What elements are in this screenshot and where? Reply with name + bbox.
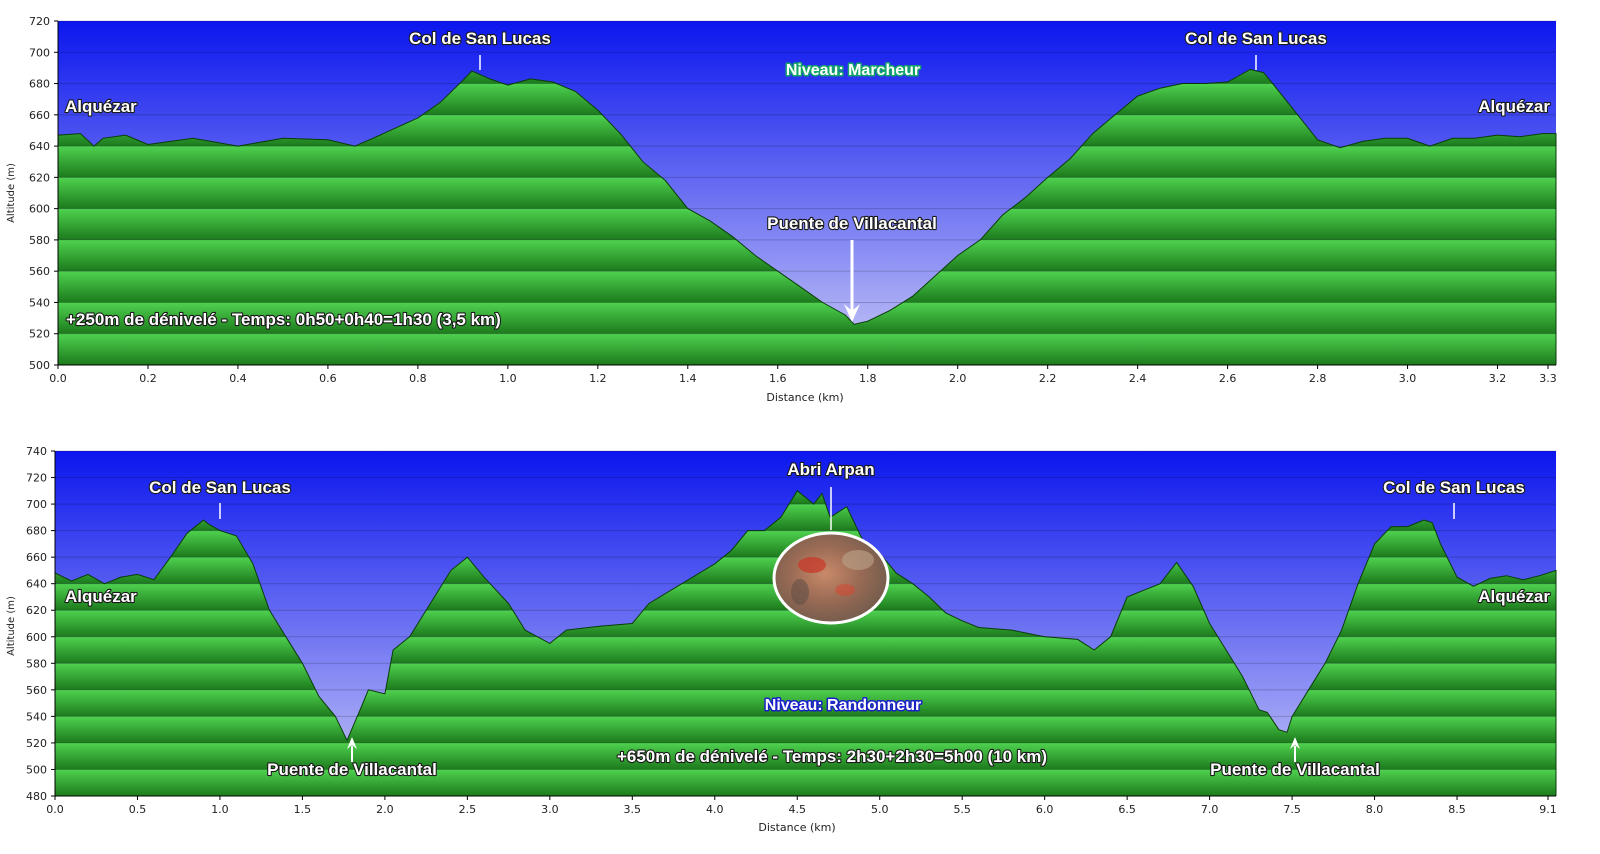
y-tick-label: 500: [26, 763, 47, 776]
terrain-band: [55, 716, 1556, 743]
y-tick-label: 540: [26, 710, 47, 723]
terrain-band: [55, 663, 1556, 690]
x-tick-label: 2.4: [1129, 372, 1147, 385]
x-tick-label: 7.5: [1283, 803, 1301, 816]
annotation-label: +650m de dénivelé - Temps: 2h30+2h30=5h0…: [617, 747, 1047, 766]
annotation-label: Puente de Villacantal: [267, 760, 437, 779]
terrain-band: [55, 769, 1556, 796]
x-tick-label: 9.1: [1539, 803, 1557, 816]
x-tick-label: 5.5: [953, 803, 971, 816]
x-tick-label: 2.6: [1219, 372, 1237, 385]
annotation-label: +250m de dénivelé - Temps: 0h50+0h40=1h3…: [66, 310, 501, 329]
annotation-label: Abri Arpan: [787, 460, 874, 479]
chart-bottom: 480 500 520 540 560 580 600 620 640 660 680 700 720 7…: [6, 445, 1557, 834]
y-tick-label: 600: [29, 203, 50, 216]
y-tick-label: 720: [26, 472, 47, 485]
y-tick-label: 520: [29, 328, 50, 341]
x-tick-label: 0.0: [49, 372, 67, 385]
x-tick-label: 0.0: [46, 803, 64, 816]
y-tick-label: 480: [26, 790, 47, 803]
x-tick-label: 3.2: [1489, 372, 1507, 385]
x-tick-label: 2.0: [376, 803, 394, 816]
annotation-label: Alquézar: [1478, 97, 1550, 116]
x-axis-label: Distance (km): [758, 821, 835, 834]
annotation-label: Col de San Lucas: [149, 478, 291, 497]
profile-line: [54, 490, 1557, 796]
y-tick-label: 500: [29, 359, 50, 372]
annotation-label: Alquézar: [65, 587, 137, 606]
terrain-band: [58, 302, 1556, 334]
annotation-label: Niveau: Marcheur: [786, 62, 920, 79]
y-tick-label: 660: [29, 109, 50, 122]
profile-line: [57, 68, 1557, 365]
x-tick-label: 0.2: [139, 372, 157, 385]
y-tick-label: 620: [26, 604, 47, 617]
y-tick-label: 560: [29, 265, 50, 278]
annotation-label: Col de San Lucas: [1185, 29, 1327, 48]
annotation-label: Puente de Villacantal: [1210, 760, 1380, 779]
x-tick-label: 7.0: [1201, 803, 1219, 816]
annotation-arrowhead: [347, 737, 357, 749]
x-tick-label: 8.0: [1366, 803, 1384, 816]
abri-arpan-photo: [772, 531, 890, 625]
x-tick-label: 3.5: [624, 803, 642, 816]
x-tick-label: 1.6: [769, 372, 787, 385]
terrain-band: [58, 333, 1556, 365]
y-tick-label: 640: [26, 578, 47, 591]
x-tick-label: 0.8: [409, 372, 427, 385]
annotation-label: Col de San Lucas: [409, 29, 551, 48]
annotation-label: Puente de Villacantal: [767, 214, 937, 233]
y-axis-label: Altitude (m): [6, 163, 17, 223]
x-tick-label: 1.5: [294, 803, 312, 816]
y-tick-label: 680: [29, 78, 50, 91]
x-tick-label: 3.0: [1399, 372, 1417, 385]
x-tick-label: 4.0: [706, 803, 724, 816]
x-tick-label: 3.0: [541, 803, 559, 816]
x-tick-label: 0.6: [319, 372, 337, 385]
x-tick-label: 6.5: [1118, 803, 1136, 816]
x-tick-label: 3.3: [1539, 372, 1557, 385]
x-tick-label: 6.0: [1036, 803, 1054, 816]
y-tick-label: 700: [29, 46, 50, 59]
annotation-label: Col de San Lucas: [1383, 478, 1525, 497]
annotation-arrowhead: [1290, 737, 1300, 749]
y-tick-label: 520: [26, 737, 47, 750]
x-tick-label: 0.4: [229, 372, 247, 385]
annotation-arrowhead: [844, 304, 860, 322]
chart-top: 500 520 540 560 580 600 620 640 660 680 700 720 0.0…: [6, 15, 1557, 404]
x-tick-label: 1.0: [499, 372, 517, 385]
y-axis-label: Altitude (m): [6, 596, 17, 656]
x-tick-label: 2.2: [1039, 372, 1057, 385]
annotation-label: Niveau: Randonneur: [765, 697, 921, 714]
x-tick-label: 1.4: [679, 372, 697, 385]
x-tick-label: 0.5: [129, 803, 147, 816]
y-tick-label: 680: [26, 525, 47, 538]
x-tick-label: 5.0: [871, 803, 889, 816]
x-tick-label: 2.5: [459, 803, 477, 816]
y-tick-label: 740: [26, 445, 47, 458]
y-tick-label: 560: [26, 684, 47, 697]
x-tick-label: 2.0: [949, 372, 967, 385]
y-tick-label: 540: [29, 296, 50, 309]
y-tick-label: 580: [26, 657, 47, 670]
x-tick-label: 1.8: [859, 372, 877, 385]
y-tick-label: 640: [29, 140, 50, 153]
x-axis-label: Distance (km): [766, 391, 843, 404]
x-tick-label: 1.0: [211, 803, 229, 816]
x-tick-label: 4.5: [789, 803, 807, 816]
annotation-label: Alquézar: [1478, 587, 1550, 606]
y-tick-label: 660: [26, 551, 47, 564]
x-tick-label: 8.5: [1448, 803, 1466, 816]
terrain-band: [55, 742, 1556, 770]
y-tick-label: 700: [26, 498, 47, 511]
x-tick-label: 2.8: [1309, 372, 1327, 385]
x-tick-label: 1.2: [589, 372, 607, 385]
y-tick-label: 720: [29, 15, 50, 28]
y-tick-label: 620: [29, 171, 50, 184]
y-tick-label: 580: [29, 234, 50, 247]
y-tick-label: 600: [26, 631, 47, 644]
annotation-label: Alquézar: [65, 97, 137, 116]
